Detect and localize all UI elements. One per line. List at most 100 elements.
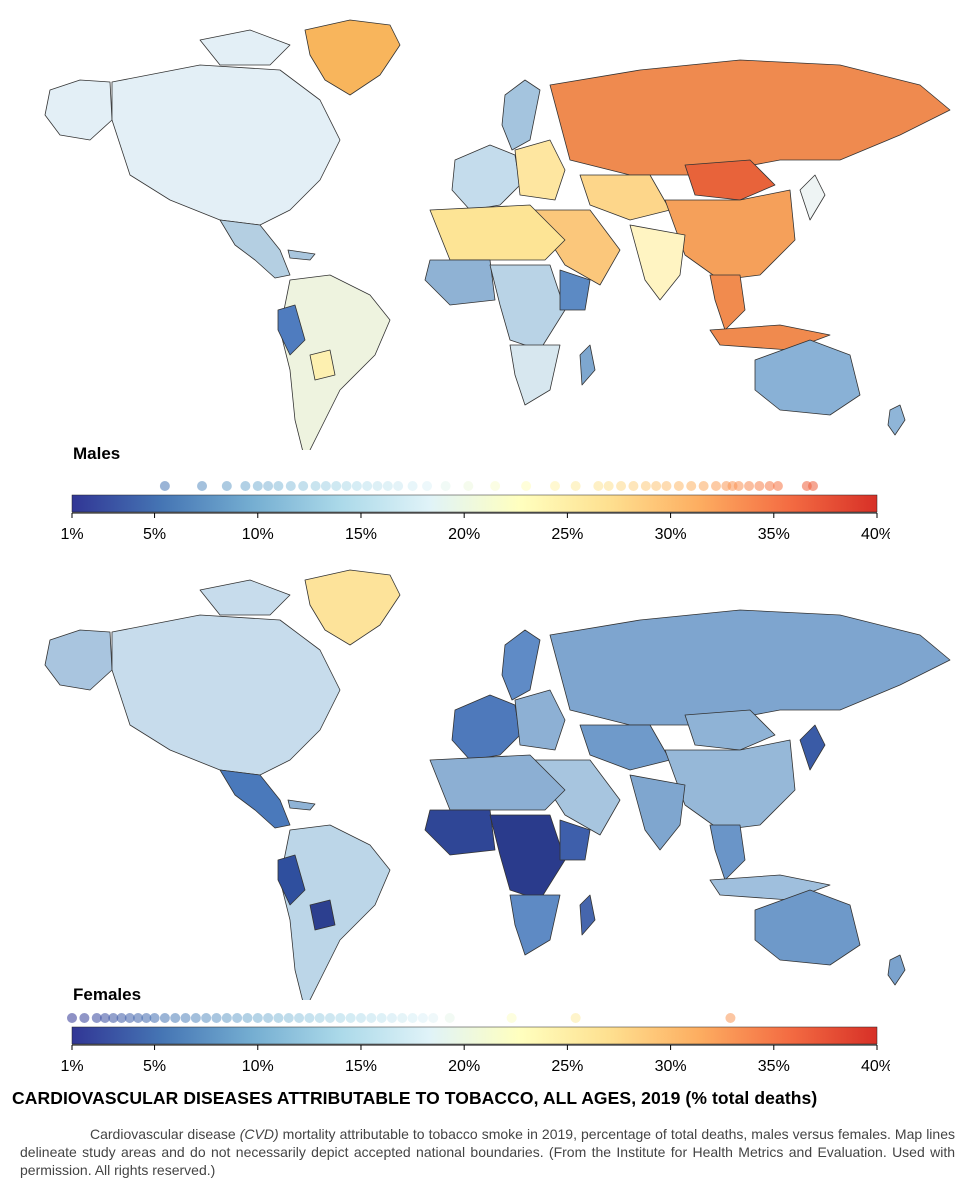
males-map xyxy=(44,19,951,450)
legend-point xyxy=(428,1013,439,1023)
south-america-region xyxy=(279,274,391,450)
legend-point xyxy=(440,481,451,491)
legend-point xyxy=(351,481,362,491)
south-america-region xyxy=(279,824,391,1000)
legend-point xyxy=(386,1013,397,1023)
legend-point xyxy=(149,1013,160,1023)
europe-east-region xyxy=(514,139,566,201)
legend-tick-label: 40% xyxy=(861,1058,890,1075)
legend-point xyxy=(698,481,709,491)
legend-point xyxy=(754,481,765,491)
legend-point xyxy=(376,1013,387,1023)
europe-east-region xyxy=(514,689,566,751)
bolivia-region xyxy=(309,899,336,931)
legend-point xyxy=(263,481,274,491)
europe-west-region xyxy=(451,694,521,761)
legend-point xyxy=(310,481,321,491)
figure-title: CARDIOVASCULAR DISEASES ATTRIBUTABLE TO … xyxy=(12,1088,818,1108)
legend-point xyxy=(221,481,232,491)
legend-point xyxy=(772,481,783,491)
legend-point xyxy=(331,481,342,491)
legend-tick-label: 30% xyxy=(655,1058,687,1075)
east-africa-region xyxy=(559,819,591,861)
caption-part-1: Cardiovascular disease xyxy=(90,1126,240,1142)
east-africa-region xyxy=(559,269,591,311)
legend-point xyxy=(640,481,651,491)
legend-point xyxy=(593,481,604,491)
legend-tick-label: 20% xyxy=(448,1058,480,1075)
legend-point xyxy=(725,1013,736,1023)
legend-tick-label: 15% xyxy=(345,526,377,543)
southern-africa-region xyxy=(509,344,561,406)
legend-point xyxy=(325,1013,336,1023)
legend-point xyxy=(616,481,627,491)
legend-point xyxy=(808,481,819,491)
legend-point xyxy=(362,481,373,491)
males-legend-ticks: 1% 5% 10% 15% 20% 25% 30% 35% 40% xyxy=(60,513,890,543)
legend-point xyxy=(273,1013,284,1023)
legend-tick-label: 30% xyxy=(655,526,687,543)
legend-point xyxy=(661,481,672,491)
legend-point xyxy=(673,481,684,491)
legend-point xyxy=(397,1013,408,1023)
legend-point xyxy=(79,1013,90,1023)
males-land-regions xyxy=(44,19,951,450)
legend-point xyxy=(91,1013,102,1023)
legend-point xyxy=(190,1013,201,1023)
legend-point xyxy=(298,481,309,491)
legend-point xyxy=(197,481,208,491)
new-zealand-region xyxy=(887,954,906,986)
legend-point xyxy=(372,481,383,491)
legend-point xyxy=(506,1013,517,1023)
russia-region xyxy=(549,609,951,726)
females-color-bar xyxy=(71,1026,878,1045)
legend-point xyxy=(733,481,744,491)
legend-tick-label: 35% xyxy=(758,526,790,543)
legend-point xyxy=(108,1013,119,1023)
madagascar-region xyxy=(579,344,596,386)
legend-point xyxy=(335,1013,346,1023)
legend-point xyxy=(341,481,352,491)
mongolia-region xyxy=(684,159,776,201)
legend-tick-label: 40% xyxy=(861,526,890,543)
china-region xyxy=(664,739,796,831)
legend-tick-label: 5% xyxy=(143,1058,166,1075)
legend-point xyxy=(252,1013,263,1023)
legend-point xyxy=(407,1013,418,1023)
greenland-region xyxy=(304,569,401,646)
legend-point xyxy=(141,1013,152,1023)
legend-point xyxy=(382,481,393,491)
females-map xyxy=(44,569,951,1000)
females-legend: 1% 5% 10% 15% 20% 25% 30% 35% 40% xyxy=(60,1013,890,1075)
legend-point xyxy=(116,1013,127,1023)
legend-point xyxy=(304,1013,315,1023)
australia-region xyxy=(754,339,861,416)
legend-point xyxy=(294,1013,305,1023)
russia-region xyxy=(549,59,951,176)
legend-point xyxy=(628,481,639,491)
legend-point xyxy=(211,1013,222,1023)
se-asia-region xyxy=(709,824,746,881)
legend-tick-label: 25% xyxy=(551,1058,583,1075)
legend-point xyxy=(285,481,296,491)
caption-italic: (CVD) xyxy=(239,1126,279,1142)
legend-tick-label: 15% xyxy=(345,1058,377,1075)
japan-region xyxy=(799,724,826,771)
legend-tick-label: 35% xyxy=(758,1058,790,1075)
legend-point xyxy=(180,1013,191,1023)
legend-point xyxy=(159,1013,170,1023)
legend-point xyxy=(345,1013,356,1023)
north-america-region xyxy=(199,29,291,66)
europe-west-region xyxy=(451,144,521,211)
peru-region xyxy=(277,304,306,356)
legend-point xyxy=(651,481,662,491)
legend-point xyxy=(221,1013,232,1023)
southern-africa-region xyxy=(509,894,561,956)
legend-point xyxy=(444,1013,455,1023)
legend-point xyxy=(314,1013,325,1023)
legend-point xyxy=(422,481,433,491)
india-region xyxy=(629,774,686,851)
legend-tick-label: 5% xyxy=(143,526,166,543)
alaska-region xyxy=(44,79,113,141)
north-america-region xyxy=(199,579,291,616)
